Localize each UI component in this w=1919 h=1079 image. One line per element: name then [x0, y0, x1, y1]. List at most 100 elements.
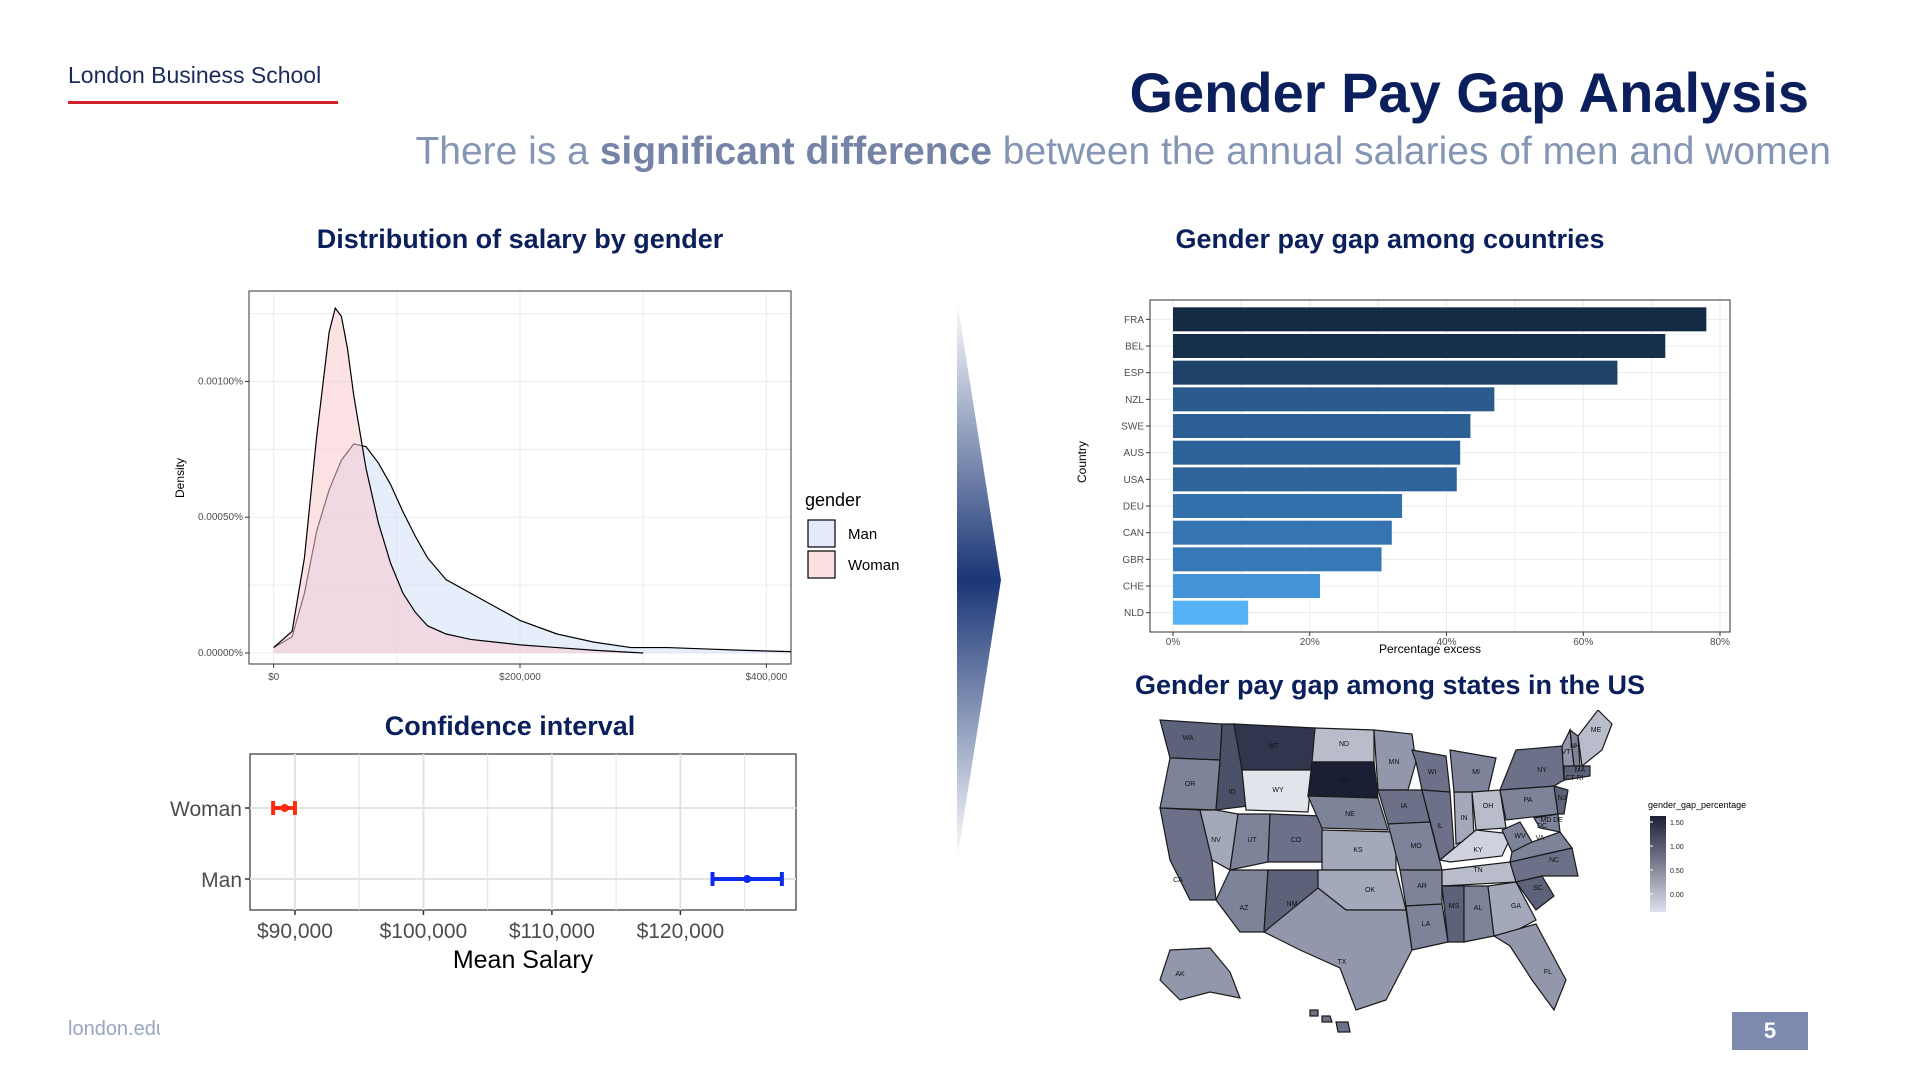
- state-label-ks: KS: [1353, 847, 1363, 854]
- bar-xtick-label: 0%: [1166, 637, 1181, 648]
- legend-label-woman: Woman: [848, 557, 899, 574]
- state-label-wv: WV: [1514, 833, 1526, 840]
- state-az: [1215, 869, 1269, 933]
- density-ytick-label: 0.00100%: [198, 376, 243, 387]
- bar-gbr: [1173, 547, 1382, 572]
- state-label-la: LA: [1422, 921, 1431, 928]
- ci-marks: [271, 801, 784, 886]
- density-areas: [273, 306, 792, 654]
- state-label-md: MD: [1541, 817, 1552, 824]
- state-label-nv: NV: [1211, 837, 1221, 844]
- state-label-ms: MS: [1449, 903, 1460, 910]
- bar-usa: [1173, 467, 1457, 492]
- state-hi-3: [1335, 1021, 1351, 1033]
- density-xtick-label: $0: [268, 672, 280, 683]
- ci-title: Confidence interval: [384, 711, 636, 741]
- legend-title: gender: [805, 490, 861, 510]
- state-ne: [1307, 795, 1389, 831]
- state-label-wi: WI: [1428, 769, 1437, 776]
- state-label-al: AL: [1474, 905, 1483, 912]
- state-label-vt: VT: [1562, 749, 1572, 756]
- bar-panel-border: [1149, 299, 1731, 633]
- state-label-nj: NJ: [1558, 795, 1567, 802]
- bar-nld: [1173, 600, 1249, 625]
- subtitle-post: between the annual salaries of men and w…: [991, 130, 1831, 173]
- bar-fra: [1173, 307, 1707, 332]
- state-ky: [1438, 829, 1513, 863]
- state-nj: [1553, 785, 1569, 815]
- state-label-pa: PA: [1524, 797, 1533, 804]
- state-label-ut: UT: [1247, 837, 1257, 844]
- bar-nzl: [1173, 387, 1495, 412]
- bar-aus: [1173, 440, 1461, 465]
- ci-mean-point: [743, 875, 752, 883]
- state-label-mt: MT: [1269, 743, 1280, 750]
- state-label-ga: GA: [1511, 903, 1521, 910]
- state-label-co: CO: [1291, 837, 1302, 844]
- density-area-woman: [273, 308, 644, 653]
- ci-ytick-label: Man: [201, 869, 242, 892]
- legend-label-man: Man: [848, 526, 877, 543]
- ci-labels: Woman Man $90,000 $100,000 $110,000 $120,000: [170, 798, 724, 943]
- state-label-ny: NY: [1537, 767, 1547, 774]
- legend-key-man: [807, 519, 836, 548]
- bar-che: [1173, 574, 1321, 598]
- bar-ytick-label: BEL: [1125, 342, 1144, 353]
- density-xtick-label: $200,000: [499, 672, 541, 683]
- map-legend-tick-label: 1.00: [1670, 844, 1684, 851]
- bar-xtick-label: 80%: [1710, 637, 1730, 648]
- state-label-de: DE: [1553, 817, 1563, 824]
- state-label-ca: CA: [1173, 877, 1183, 884]
- map-legend-tick-label: 0.50: [1670, 868, 1684, 875]
- state-label-il: IL: [1437, 823, 1443, 830]
- state-label-ar: AR: [1417, 883, 1427, 890]
- density-line-woman: [273, 306, 644, 654]
- ci-ytick-label: Woman: [170, 798, 242, 821]
- bar-ytick-label: NLD: [1124, 608, 1144, 619]
- footer-url[interactable]: london.edu: [68, 1018, 160, 1040]
- state-label-sd: SD: [1339, 777, 1349, 784]
- density-xtick-label: $400,000: [746, 672, 788, 683]
- state-label-id: ID: [1229, 789, 1236, 796]
- bar-ytick-label: CAN: [1123, 528, 1144, 539]
- bar-xlabel: Percentage excess: [1379, 642, 1481, 656]
- state-label-ak: AK: [1175, 971, 1185, 978]
- bar-esp: [1173, 360, 1618, 385]
- density-ytick-label: 0.00050%: [198, 512, 243, 523]
- bar-xtick-label: 20%: [1300, 637, 1320, 648]
- chevron-divider: [957, 300, 1001, 860]
- state-label-oh: OH: [1483, 803, 1494, 810]
- bar-swe: [1173, 414, 1471, 438]
- legend-key-woman: [807, 550, 836, 579]
- state-label-fl: FL: [1544, 969, 1552, 976]
- subtitle-pre: There is a: [415, 130, 600, 173]
- bar-ytick-label: GBR: [1122, 555, 1144, 566]
- state-label-ky: KY: [1473, 847, 1483, 854]
- page-subtitle: There is a significant difference betwee…: [415, 130, 1831, 174]
- bar-xtick-label: 40%: [1436, 637, 1456, 648]
- state-label-tn: TN: [1473, 867, 1482, 874]
- page-title: Gender Pay Gap Analysis: [1129, 61, 1809, 124]
- state-fl: [1492, 923, 1567, 1012]
- bar-marks: [1173, 307, 1707, 625]
- state-tx: [1262, 887, 1413, 1011]
- bar-xtick-label: 60%: [1573, 637, 1593, 648]
- state-label-va: VA: [1536, 835, 1545, 842]
- map-legend-tick-label: 1.50: [1670, 820, 1684, 827]
- density-ytick-label: 0.00000%: [198, 648, 243, 659]
- state-label-wa: WA: [1182, 735, 1193, 742]
- subtitle-bold: significant difference: [599, 130, 992, 173]
- state-label-ri: RI: [1577, 775, 1584, 782]
- state-label-ok: OK: [1365, 887, 1375, 894]
- bar-labels: FRA BEL ESP NZL SWE AUS USA DEU CAN GBR CHE NLD 0% 20…: [1121, 315, 1730, 648]
- bar-ytick-label: CHE: [1123, 582, 1144, 593]
- state-label-ma: MA: [1575, 767, 1586, 774]
- ci-mean-point: [280, 804, 289, 812]
- bar-ytick-label: USA: [1123, 475, 1144, 486]
- state-va: [1509, 831, 1574, 863]
- ci-panel: [249, 753, 797, 911]
- ci-xtick-label: $90,000: [257, 920, 333, 943]
